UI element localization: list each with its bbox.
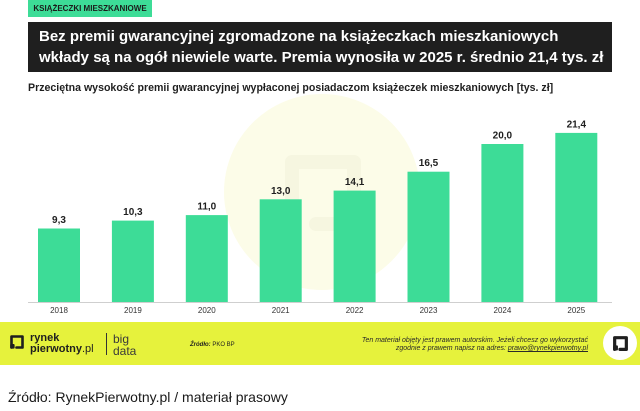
bar-2021 [259, 199, 302, 302]
headline-line-1: Bez premii gwarancyjnej zgromadzone na k… [39, 28, 559, 45]
brand-top: rynek [30, 332, 60, 344]
copyright-email: prawo@rynekpierwotny.pl [507, 345, 588, 352]
rynekpierwotny-logo-icon [10, 335, 24, 349]
value-label-2021: 13,0 [271, 186, 291, 197]
watermark-circle [224, 94, 420, 290]
x-tick-label-2023: 2023 [420, 306, 438, 315]
bar-2019 [111, 220, 154, 302]
value-label-2025: 21,4 [567, 119, 587, 130]
x-tick-label-2018: 2018 [50, 306, 68, 315]
bar-2024 [481, 144, 524, 302]
value-label-2020: 11,0 [197, 202, 216, 213]
source-label: Źródło: [190, 342, 211, 348]
footer-bar: rynek pierwotny.pl big data Źródło: PKO … [0, 322, 640, 365]
product-name: big data [113, 333, 136, 357]
corner-badge [603, 326, 637, 360]
value-label-2024: 20,0 [493, 131, 513, 142]
chart-title: Przeciętna wysokość premii gwarancyjnej … [28, 82, 554, 94]
bars [38, 132, 598, 302]
x-tick-label-2021: 2021 [272, 306, 290, 315]
copyright-notice: Ten materiał objęty jest prawem autorski… [362, 337, 588, 353]
value-label-2019: 10,3 [123, 207, 143, 218]
image-caption: Źródło: RynekPierwotny.pl / materiał pra… [8, 389, 288, 405]
bar-2022 [333, 190, 376, 302]
bar-2018 [38, 228, 80, 302]
product-bottom: data [113, 344, 137, 358]
data-source: Źródło: PKO BP [190, 341, 235, 349]
x-tick-label-2020: 2020 [198, 306, 216, 315]
x-tick-labels: 2018 2019 2020 2021 2022 2023 2024 2025 [50, 306, 586, 315]
value-label-2022: 14,1 [345, 177, 365, 188]
brand-suffix: .pl [81, 343, 94, 355]
x-tick-label-2019: 2019 [124, 306, 142, 315]
value-label-2023: 16,5 [419, 158, 439, 169]
x-tick-label-2022: 2022 [346, 306, 364, 315]
category-tag: KSIĄŻECZKI MIESZKANIOWE [28, 0, 152, 17]
copyright-line-1: Ten materiał objęty jest prawem autorski… [361, 337, 588, 344]
brand-wordmark: rynek pierwotny.pl [30, 333, 94, 355]
bar-2025 [555, 132, 598, 302]
brand-bottom: pierwotny [30, 343, 82, 355]
product-top: big [113, 332, 130, 346]
bar-2023 [407, 171, 450, 302]
bar-chart: 9,3 10,3 11,0 13,0 14,1 16,5 20,0 21,4 2018 2019… [28, 94, 612, 315]
headline-line-2: wkłady są na ogół niewiele warte. Premia… [39, 49, 604, 66]
source-value: PKO BP [212, 342, 235, 348]
headline-bar: Bez premii gwarancyjnej zgromadzone na k… [28, 22, 612, 72]
watermark-logo [224, 94, 420, 290]
copyright-line-2: zgodnie z prawem napisz na adres: [395, 345, 508, 352]
value-label-2018: 9,3 [52, 215, 66, 226]
value-labels: 9,3 10,3 11,0 13,0 14,1 16,5 20,0 21,4 [52, 119, 586, 226]
x-tick-label-2025: 2025 [567, 306, 585, 315]
footer-divider [106, 333, 107, 355]
rynekpierwotny-badge-icon [612, 335, 628, 351]
x-tick-label-2024: 2024 [494, 306, 512, 315]
bar-2020 [185, 215, 228, 302]
